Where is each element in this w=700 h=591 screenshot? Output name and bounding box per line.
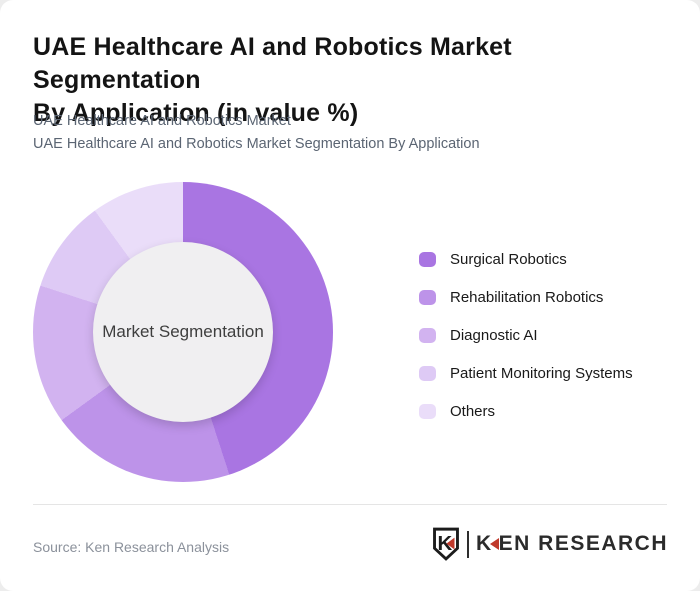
chart-subtitle: UAE Healthcare AI and Robotics Market UA… (33, 110, 673, 155)
footer-divider (33, 504, 667, 505)
donut-chart-area: Market Segmentation (33, 182, 333, 482)
legend-label: Patient Monitoring Systems (450, 364, 633, 382)
emblem-red-triangle (446, 537, 455, 550)
wordmark-red-triangle-icon (489, 538, 499, 550)
legend-swatch (419, 365, 436, 381)
emblem-letter: K (437, 533, 452, 555)
legend-label: Others (450, 402, 496, 420)
legend-swatch (419, 251, 436, 267)
page-title: UAE Healthcare AI and Robotics Market Se… (33, 31, 673, 130)
legend-swatch (419, 289, 436, 305)
title-line-1: UAE Healthcare AI and Robotics Market Se… (33, 33, 512, 94)
legend-item-diagnostic-ai: Diagnostic AI (419, 316, 633, 354)
legend-item-rehabilitation-robotics: Rehabilitation Robotics (419, 278, 633, 316)
donut-center: Market Segmentation (93, 242, 273, 422)
logo-wordmark: K EN RESEARCH (476, 532, 668, 556)
legend-swatch (419, 403, 436, 419)
legend-item-patient-monitoring-systems: Patient Monitoring Systems (419, 354, 633, 392)
title-line-2: By Application (in value %) (33, 99, 359, 127)
donut-center-label: Market Segmentation (102, 322, 264, 341)
wordmark-rest: EN RESEARCH (498, 532, 668, 555)
legend-label: Rehabilitation Robotics (450, 288, 604, 306)
legend-item-surgical-robotics: Surgical Robotics (419, 240, 633, 278)
logo-separator (466, 530, 469, 558)
chart-legend: Surgical Robotics Rehabilitation Robotic… (419, 240, 633, 430)
subtitle-line-1: UAE Healthcare AI and Robotics Market (33, 113, 291, 129)
wordmark-k: K (475, 532, 493, 555)
legend-item-others: Others (419, 392, 633, 430)
legend-label: Surgical Robotics (450, 250, 567, 268)
shield-k-emblem: K (433, 527, 459, 561)
source-note: Source: Ken Research Analysis (33, 539, 230, 555)
subtitle-line-2: UAE Healthcare AI and Robotics Market Se… (33, 135, 480, 152)
ken-research-logo: K K EN RESEARCH (431, 527, 668, 561)
legend-swatch (419, 327, 436, 343)
legend-label: Diagnostic AI (450, 326, 538, 344)
